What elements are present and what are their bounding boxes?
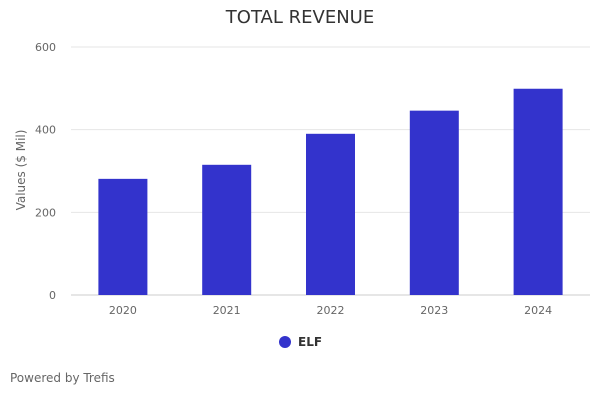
bar-2021[interactable] <box>202 164 252 295</box>
y-tick-label: 200 <box>35 206 56 219</box>
y-tick-label: 600 <box>35 41 56 54</box>
y-tick-label: 400 <box>35 124 56 137</box>
x-tick-label: 2024 <box>524 304 552 317</box>
x-tick-label: 2022 <box>317 304 345 317</box>
bar-2022[interactable] <box>306 133 355 295</box>
x-tick-label: 2021 <box>213 304 241 317</box>
bar-2023[interactable] <box>409 110 459 295</box>
y-tick-label: 0 <box>49 289 56 302</box>
legend-label-elf: ELF <box>298 335 323 349</box>
x-tick-label: 2020 <box>109 304 137 317</box>
bar-2024[interactable] <box>513 88 563 295</box>
legend[interactable]: ELF <box>279 335 322 349</box>
chart-title: TOTAL REVENUE <box>225 7 375 28</box>
legend-marker-elf <box>279 336 291 348</box>
bar-2020[interactable] <box>98 178 148 295</box>
credits-text[interactable]: Powered by Trefis <box>10 371 115 385</box>
y-axis-label: Values ($ Mil) <box>14 130 28 211</box>
x-tick-label: 2023 <box>420 304 448 317</box>
